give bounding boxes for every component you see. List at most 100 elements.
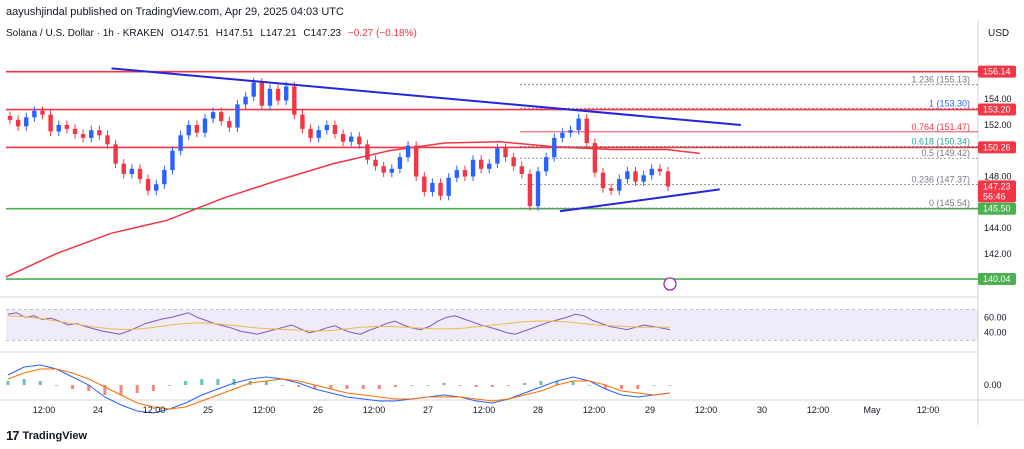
fib-level-label: 1 (153.30) (929, 98, 970, 108)
low-value: L147.21 (260, 28, 297, 39)
time-axis-label: May (863, 405, 881, 415)
candle-body (24, 117, 29, 127)
candle-body (365, 144, 370, 160)
price-tag-label: 156.14 (983, 67, 1011, 77)
candle-body (64, 125, 70, 129)
candle-body (340, 134, 346, 142)
macd-histogram-bar (490, 385, 494, 387)
macd-histogram-bar (377, 385, 381, 389)
candle-body (495, 148, 500, 164)
candle-body (72, 128, 78, 135)
price-tag-countdown: 56:46 (983, 191, 1006, 201)
candle-body (308, 128, 313, 138)
candle-body (32, 110, 37, 118)
time-axis-label: 26 (313, 405, 323, 415)
price-tag (978, 273, 1016, 286)
change-value: −0.27 (−0.18%) (347, 28, 417, 39)
candle-body (267, 88, 273, 106)
macd-histogram-bar (22, 379, 26, 385)
candle-body (641, 175, 646, 182)
candle-body (121, 163, 126, 174)
candle-body (438, 182, 443, 196)
candle-body (80, 134, 86, 138)
candle-body (503, 148, 508, 158)
price-axis-tick: 152.00 (984, 120, 1012, 130)
time-axis-label: 29 (645, 405, 655, 415)
price-tag-label: 153.20 (983, 105, 1011, 115)
time-axis-label: 12:00 (253, 405, 276, 415)
candle-body (324, 125, 330, 131)
price-tag (978, 202, 1016, 215)
candle-body (422, 176, 427, 192)
time-axis-label: 12:00 (807, 405, 830, 415)
candle-body (373, 159, 378, 167)
price-tag (978, 141, 1016, 154)
macd-histogram-bar (571, 381, 575, 385)
candle-body (633, 171, 638, 182)
candle-body (154, 184, 159, 191)
candle-body (511, 157, 516, 167)
candle-body (194, 125, 200, 133)
time-axis-label: 24 (93, 405, 103, 415)
candle-body (357, 136, 362, 145)
rsi-ma-line (7, 315, 670, 332)
candle-body (487, 163, 492, 169)
price-tag-label: 147.23 (983, 181, 1011, 191)
macd-histogram-bar (507, 385, 511, 386)
candle-body (657, 168, 663, 172)
macd-histogram-bar (313, 385, 317, 389)
candle-body (129, 168, 135, 174)
candle-body (15, 119, 21, 127)
time-axis-label: 12:00 (917, 405, 940, 415)
candle-body (251, 82, 256, 97)
rsi-line (7, 312, 671, 335)
candle-body (584, 118, 589, 144)
macd-histogram-bar (458, 385, 462, 386)
candle-body (113, 144, 118, 164)
candle-body (145, 179, 151, 191)
macd-histogram-bar (652, 385, 656, 386)
candle-body (446, 177, 451, 196)
brand-footer: 17 TradingView (6, 428, 87, 443)
macd-histogram-bar (38, 381, 42, 385)
macd-histogram-bar (539, 381, 543, 385)
candle-body (413, 145, 419, 177)
macd-histogram-bar (555, 381, 559, 385)
candle-body (137, 168, 143, 180)
candle-body (89, 130, 94, 138)
macd-histogram-bar (394, 385, 398, 387)
currency-label[interactable]: USD (988, 28, 1010, 39)
symbol-title[interactable]: Solana / U.S. Dollar · 1h · KRAKEN (6, 28, 164, 39)
candle-body (649, 168, 654, 176)
candle-body (170, 150, 175, 171)
candle-body (162, 170, 167, 185)
candle-body (576, 118, 581, 131)
macd-axis-tick: 0.00 (984, 380, 1002, 390)
price-tag (978, 65, 1016, 78)
macd-histogram-bar (474, 385, 478, 387)
publisher-text: aayushjindal published on TradingView.co… (6, 6, 344, 18)
macd-histogram-bar (523, 383, 527, 385)
candle-body (259, 82, 265, 106)
candle-body (397, 157, 403, 169)
candle-body (275, 88, 281, 101)
time-axis-label: 12:00 (473, 405, 496, 415)
price-tag-label: 150.26 (983, 142, 1011, 152)
macd-histogram-bar (587, 385, 591, 386)
price-axis-tick: 144.00 (984, 223, 1012, 233)
macd-histogram-bar (232, 379, 236, 385)
replay-icon[interactable] (663, 277, 677, 291)
macd-histogram-bar (280, 385, 284, 386)
price-axis-tick: 154.00 (984, 94, 1012, 104)
macd-histogram-bar (636, 385, 640, 389)
candle-body (40, 110, 45, 115)
candle-body (97, 130, 102, 136)
rsi-axis-tick: 40.00 (984, 328, 1007, 338)
candle-body (316, 130, 321, 138)
candle-body (568, 130, 573, 133)
chart-header: aayushjindal published on TradingView.co… (0, 0, 1024, 22)
price-axis-tick: 148.00 (984, 172, 1012, 182)
macd-histogram-bar (151, 385, 155, 391)
macd-histogram-bar (200, 379, 204, 385)
